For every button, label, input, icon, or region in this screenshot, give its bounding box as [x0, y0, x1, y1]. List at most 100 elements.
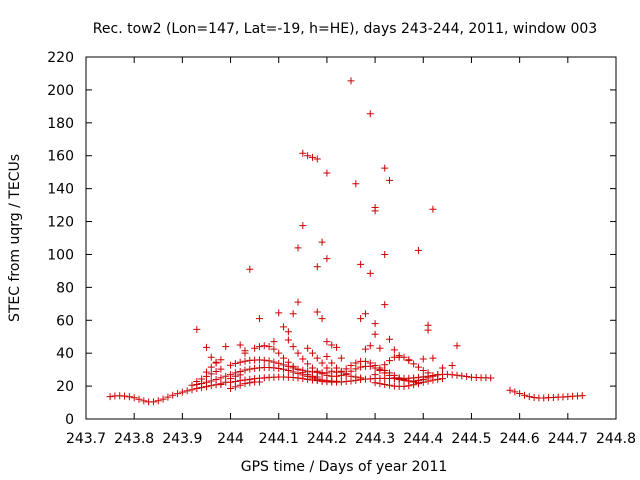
data-point [241, 357, 249, 365]
data-point [255, 343, 263, 351]
data-point [487, 374, 495, 382]
data-point [246, 265, 254, 273]
data-point [323, 338, 331, 346]
data-point [448, 362, 456, 370]
data-point [284, 328, 292, 336]
data-point [149, 398, 157, 406]
data-point [318, 370, 326, 378]
data-point [376, 344, 384, 352]
data-point [217, 365, 225, 373]
data-point [251, 344, 259, 352]
data-point [174, 390, 182, 398]
data-point [516, 389, 524, 397]
data-point [188, 381, 196, 389]
x-axis-ticks: 243.7 243.8 243.9 244 244.1 244.2 244.3 244.4 24… [66, 57, 636, 447]
data-point [328, 341, 336, 349]
data-point [410, 381, 418, 389]
data-point [231, 372, 239, 380]
data-point [347, 362, 355, 370]
data-point [429, 376, 437, 384]
data-point [333, 343, 341, 351]
data-point [328, 359, 336, 367]
y-tick-label: 0 [65, 412, 74, 428]
data-point [323, 169, 331, 177]
y-axis-ticks: 0 20 40 60 80 100 120 140 160 180 200 220 [47, 50, 616, 428]
data-point [405, 356, 413, 364]
x-tick-label: 243.7 [66, 431, 106, 447]
data-point [304, 344, 312, 352]
data-point [371, 362, 379, 370]
data-point [313, 155, 321, 163]
data-point [255, 315, 263, 323]
data-point [159, 395, 167, 403]
x-tick-label: 244.3 [355, 431, 395, 447]
data-point [405, 382, 413, 390]
data-point [135, 395, 143, 403]
data-point [106, 393, 114, 401]
data-point [366, 359, 374, 367]
data-point [333, 364, 341, 372]
data-point [280, 361, 288, 369]
chart-title: Rec. tow2 (Lon=147, Lat=-19, h=HE), days… [93, 21, 597, 37]
data-point [419, 366, 427, 374]
data-point [217, 380, 225, 388]
data-point [231, 383, 239, 391]
data-point [323, 352, 331, 360]
data-point [304, 371, 312, 379]
data-point [270, 358, 278, 366]
data-point [222, 372, 230, 380]
x-axis-label: GPS time / Days of year 2011 [241, 459, 448, 475]
data-point [458, 372, 466, 380]
data-point [357, 374, 365, 382]
data-point [193, 325, 201, 333]
data-point [347, 77, 355, 85]
data-point [357, 315, 365, 323]
data-point [275, 349, 283, 357]
x-tick-label: 243.8 [114, 431, 154, 447]
data-point [453, 371, 461, 379]
data-point [275, 359, 283, 367]
data-point [313, 263, 321, 271]
data-point [202, 343, 210, 351]
data-point [318, 315, 326, 323]
x-tick-label: 244.5 [451, 431, 491, 447]
data-point [217, 356, 225, 364]
data-point [381, 361, 389, 369]
data-point [299, 355, 307, 363]
x-tick-label: 244.7 [548, 431, 588, 447]
data-point [246, 365, 254, 373]
data-point [260, 342, 268, 350]
data-point [424, 369, 432, 377]
data-point [352, 180, 360, 188]
data-point [463, 373, 471, 381]
data-point [308, 153, 316, 161]
data-points [106, 77, 586, 406]
data-point [337, 368, 345, 376]
data-point [390, 371, 398, 379]
y-tick-label: 120 [47, 215, 74, 231]
data-point [299, 369, 307, 377]
data-point [169, 391, 177, 399]
data-point [328, 367, 336, 375]
data-point [347, 372, 355, 380]
data-point [308, 372, 316, 380]
data-point [255, 378, 263, 386]
data-point [241, 380, 249, 388]
data-point [241, 347, 249, 355]
data-point [289, 343, 297, 351]
y-tick-label: 180 [47, 116, 74, 132]
y-tick-label: 80 [56, 280, 74, 296]
data-point [419, 378, 427, 386]
data-point [381, 380, 389, 388]
x-tick-label: 244.8 [596, 431, 636, 447]
data-point [299, 149, 307, 157]
data-point [227, 385, 235, 393]
data-point [130, 394, 138, 402]
data-point [193, 377, 201, 385]
data-point [207, 353, 215, 361]
data-point [429, 354, 437, 362]
x-tick-label: 244 [217, 431, 244, 447]
data-point [275, 309, 283, 317]
data-point [395, 374, 403, 382]
